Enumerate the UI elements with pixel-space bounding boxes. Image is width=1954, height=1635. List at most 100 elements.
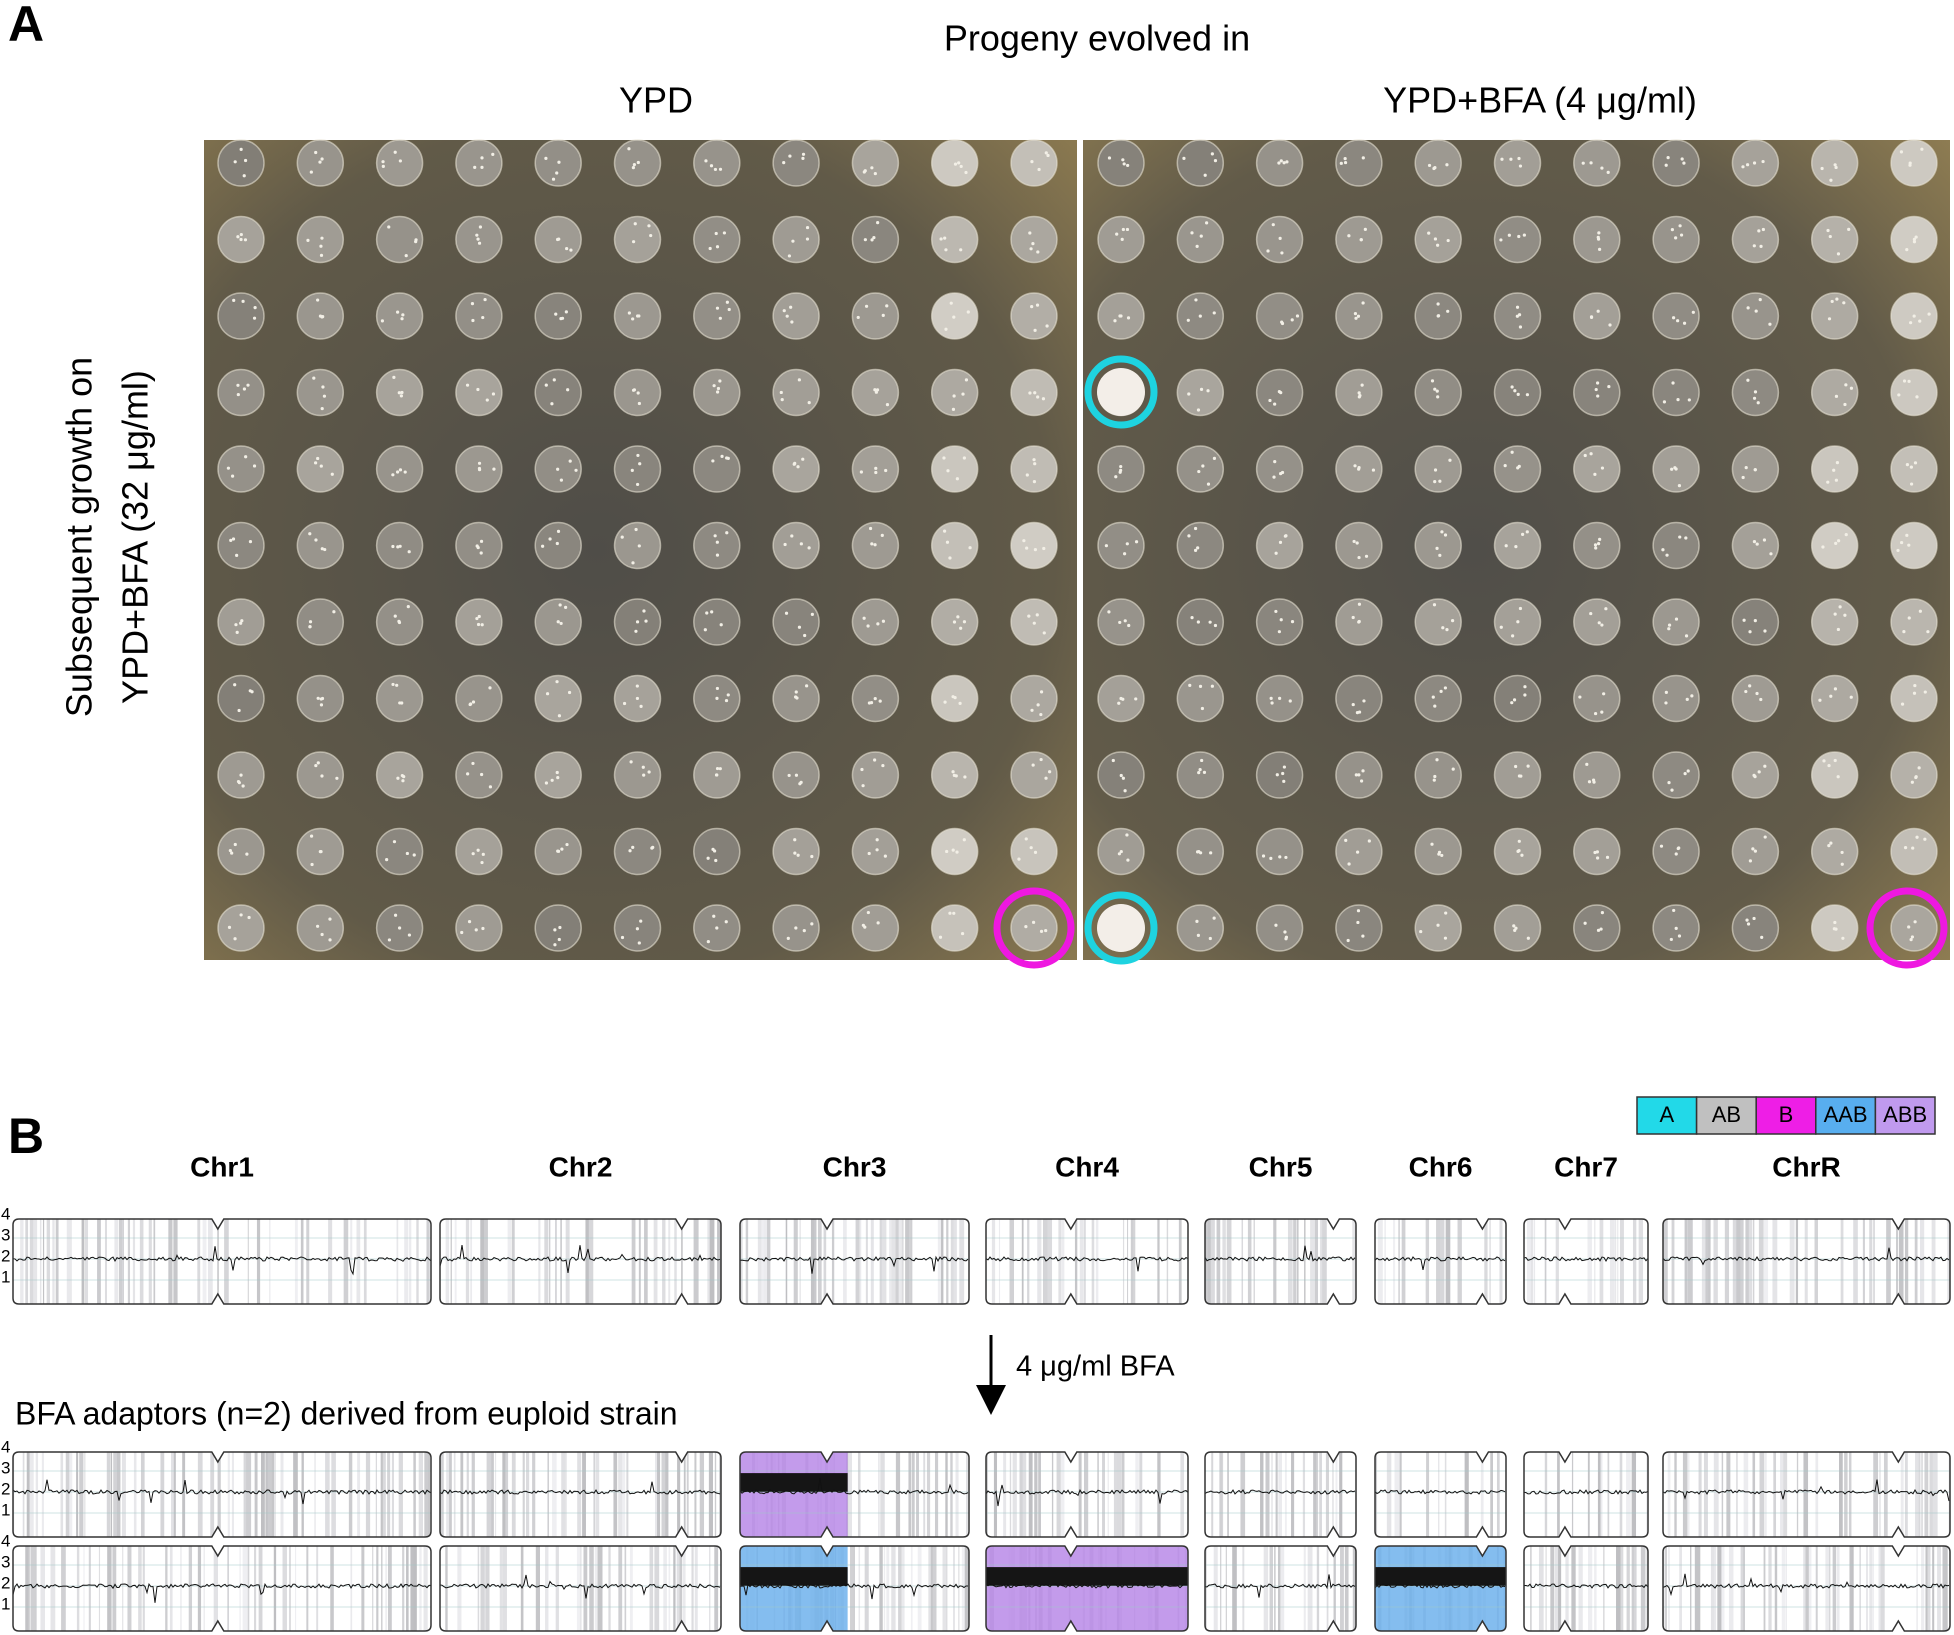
colony xyxy=(727,307,731,312)
stripe xyxy=(1753,1219,1755,1304)
spot xyxy=(534,904,582,952)
spot xyxy=(217,445,265,493)
colony xyxy=(959,626,963,630)
colony xyxy=(1910,780,1914,784)
colony xyxy=(1828,234,1832,239)
spot xyxy=(1810,827,1859,876)
colony xyxy=(1199,387,1204,391)
chromosome xyxy=(440,1452,721,1537)
colony xyxy=(1674,926,1678,930)
chromosome-outline xyxy=(739,1545,970,1632)
colony xyxy=(883,854,887,858)
colony xyxy=(1364,554,1369,558)
stripe xyxy=(1920,1219,1925,1304)
stripe xyxy=(1878,1546,1882,1631)
colony xyxy=(1516,620,1520,624)
colony xyxy=(632,163,637,167)
colony xyxy=(1343,160,1348,165)
colony xyxy=(477,241,482,245)
stripe xyxy=(1302,1452,1306,1537)
chromosome xyxy=(13,1546,431,1631)
stripe xyxy=(465,1219,470,1304)
colony xyxy=(631,561,635,565)
stripe xyxy=(1724,1219,1730,1304)
stripe xyxy=(1803,1452,1809,1537)
stripe xyxy=(254,1546,257,1631)
colony xyxy=(724,920,728,924)
copy-region xyxy=(1375,1546,1506,1631)
stripe xyxy=(681,1219,683,1304)
colony xyxy=(1834,927,1838,931)
stripe xyxy=(363,1219,367,1304)
stripe xyxy=(398,1452,403,1537)
stripe xyxy=(1815,1546,1818,1631)
stripe xyxy=(1210,1219,1215,1304)
spot xyxy=(296,598,345,646)
colony xyxy=(545,692,550,696)
colony xyxy=(1674,236,1678,240)
stripe xyxy=(440,1452,444,1537)
stripe xyxy=(1530,1546,1532,1631)
colony xyxy=(239,621,243,625)
colony xyxy=(1025,473,1029,477)
colony xyxy=(1371,468,1376,472)
stripe xyxy=(1945,1546,1948,1631)
colony xyxy=(316,298,320,302)
stripe xyxy=(169,1546,173,1631)
colony xyxy=(1125,833,1129,837)
stripe xyxy=(269,1219,271,1304)
colony xyxy=(863,238,867,242)
colony xyxy=(1278,696,1282,700)
colony xyxy=(1589,611,1593,616)
stripe xyxy=(1281,1546,1285,1631)
stripe xyxy=(1663,1219,1668,1304)
stripe xyxy=(1009,1219,1015,1304)
colony xyxy=(1926,630,1930,634)
colony xyxy=(1042,546,1046,551)
spot xyxy=(217,674,265,723)
copy-trace xyxy=(13,1246,431,1276)
stripe xyxy=(991,1219,996,1304)
stripe xyxy=(597,1546,603,1631)
stripe xyxy=(1869,1219,1873,1304)
colony xyxy=(1436,243,1440,247)
colony xyxy=(1357,466,1361,470)
colony xyxy=(1667,627,1671,631)
colony xyxy=(308,532,312,536)
colony xyxy=(1897,393,1901,397)
colony xyxy=(239,237,243,242)
spot xyxy=(772,292,820,340)
stripe xyxy=(231,1452,234,1537)
colony xyxy=(406,605,410,609)
spot xyxy=(1010,674,1058,723)
stripe xyxy=(1849,1546,1853,1631)
stripe xyxy=(1726,1452,1731,1537)
stripe xyxy=(1340,1546,1344,1631)
chromosome xyxy=(1205,1219,1356,1304)
colony xyxy=(313,461,318,465)
colony xyxy=(407,550,411,554)
stripe xyxy=(1208,1219,1212,1304)
stripe xyxy=(507,1219,512,1304)
colony xyxy=(1104,544,1108,548)
colony xyxy=(1357,555,1361,560)
stripe xyxy=(1804,1219,1808,1304)
stripe xyxy=(683,1452,686,1537)
stripe xyxy=(950,1219,955,1304)
stripe xyxy=(942,1546,948,1631)
colony xyxy=(1746,922,1751,926)
colony xyxy=(309,170,313,174)
colony xyxy=(1446,238,1450,243)
stripe xyxy=(883,1546,886,1631)
stripe xyxy=(911,1452,915,1537)
stripe xyxy=(1609,1219,1615,1304)
stripe xyxy=(895,1452,901,1537)
highlight-ring xyxy=(1084,891,1158,965)
stripe xyxy=(745,1219,749,1304)
stripe xyxy=(494,1452,497,1537)
spot xyxy=(613,751,662,799)
colony xyxy=(1741,475,1745,480)
stripe xyxy=(761,1219,766,1304)
spot xyxy=(455,751,503,799)
spot xyxy=(613,215,662,264)
